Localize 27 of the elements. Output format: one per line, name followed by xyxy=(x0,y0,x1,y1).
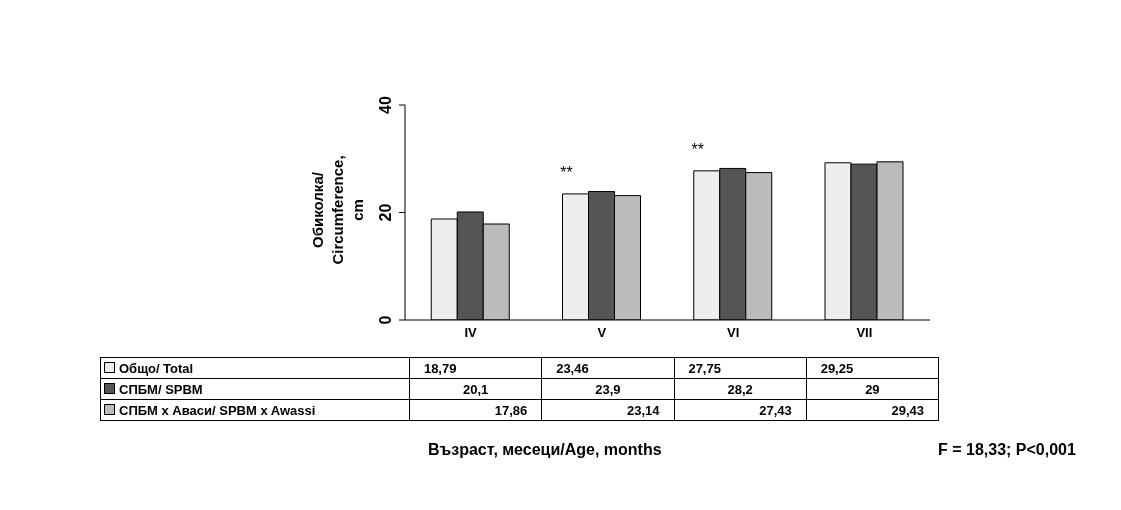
data-label: 29 xyxy=(865,381,880,397)
y-tick-label: 40 xyxy=(377,96,394,114)
text: F = 18,33; P<0,001 xyxy=(938,441,1076,459)
x-tick-label: VI xyxy=(726,325,740,341)
data-label: 27,75 xyxy=(688,360,721,376)
data-label: 23,46 xyxy=(556,360,589,376)
data-label: 18,79 xyxy=(423,360,457,376)
x-tick-label: IV xyxy=(464,325,478,341)
data-label: 23,14 xyxy=(627,402,660,418)
y-axis-title: Обиколка/ Circumference, cm xyxy=(308,154,367,267)
y-tick-label: 20 xyxy=(377,203,394,222)
text: Възраст, месеци/Age, months xyxy=(428,441,662,459)
x-tick-label: VII xyxy=(856,325,873,341)
data-label: 17,86 xyxy=(494,402,528,418)
data-label: 28,2 xyxy=(727,381,753,397)
data-label: 20,1 xyxy=(462,381,489,397)
annotation: ** xyxy=(691,140,704,158)
annotation: ** xyxy=(560,163,573,181)
legend-label: Общо/ Total xyxy=(100,357,410,379)
y-tick-label: 0 xyxy=(377,315,394,325)
data-label: 23,9 xyxy=(595,381,621,397)
data-label: 27,43 xyxy=(759,402,792,418)
x-tick-label: V xyxy=(597,325,607,341)
legend-label: СПБМ/ SPBM xyxy=(100,378,410,400)
data-label: 29,43 xyxy=(891,402,925,418)
data-label: 29,25 xyxy=(820,360,854,376)
legend-label: СПБМ х Аваси/ SPBM x Awassi xyxy=(100,399,410,421)
